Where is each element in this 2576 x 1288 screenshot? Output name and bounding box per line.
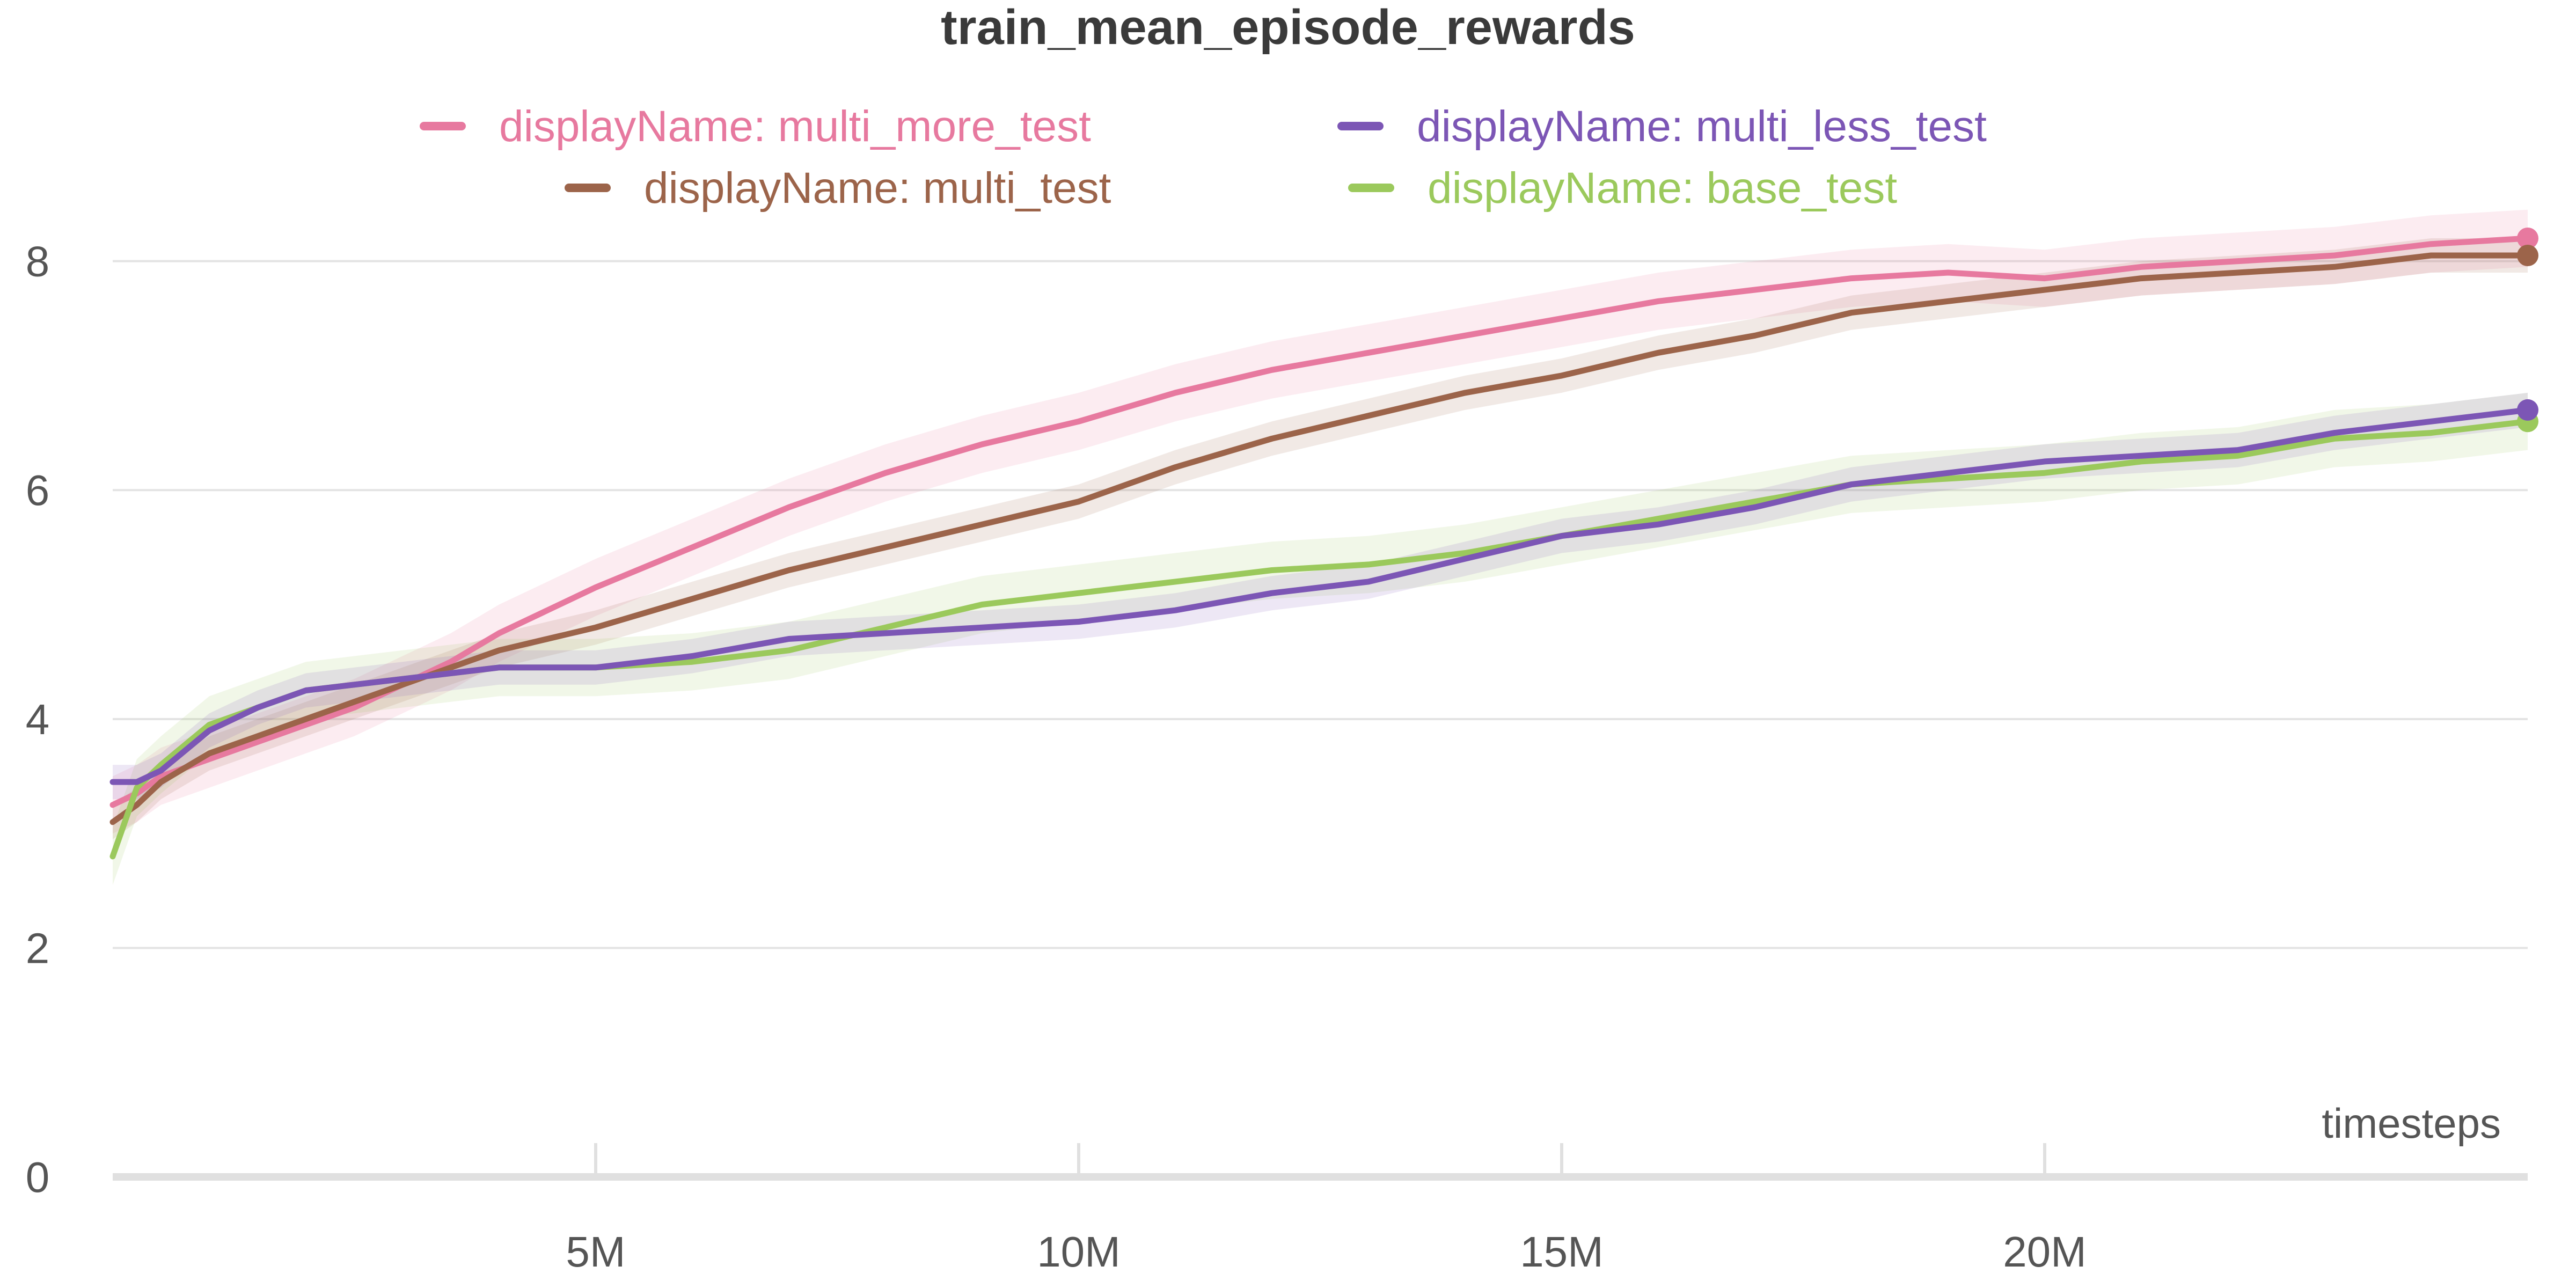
- y-axis: 0 2 4 6 8: [26, 238, 50, 1201]
- series-endpoint: [2517, 227, 2538, 249]
- legend-label: displayName: base_test: [1428, 164, 1897, 213]
- series-line: [109, 252, 2531, 825]
- legend: displayName: multi_more_test displayName:…: [420, 102, 1987, 213]
- legend-label: displayName: multi_test: [644, 164, 1111, 213]
- series-endpoints: [2517, 227, 2538, 433]
- series-endpoint: [2517, 244, 2538, 266]
- x-axis: 5M 10M 15M 20M: [113, 1143, 2528, 1276]
- legend-item[interactable]: displayName: base_test: [1348, 164, 1897, 213]
- x-tick-label: 10M: [1037, 1228, 1121, 1276]
- x-tick-label: 5M: [566, 1228, 625, 1276]
- x-tick-label: 20M: [2003, 1228, 2087, 1276]
- series-band: [113, 209, 2528, 834]
- y-tick-label: 4: [26, 696, 50, 743]
- x-axis-label: timesteps: [2322, 1100, 2501, 1147]
- series-line: [109, 235, 2531, 808]
- y-tick-label: 6: [26, 466, 50, 514]
- y-tick-label: 8: [26, 238, 50, 286]
- series-band: [113, 392, 2528, 800]
- legend-item[interactable]: displayName: multi_less_test: [1337, 102, 1987, 151]
- grid: [113, 260, 2528, 949]
- y-tick-label: 0: [26, 1153, 50, 1201]
- y-tick-label: 2: [26, 924, 50, 972]
- legend-item[interactable]: displayName: multi_test: [565, 164, 1111, 213]
- confidence-bands: [113, 209, 2528, 885]
- x-tick-label: 15M: [1520, 1228, 1604, 1276]
- legend-item[interactable]: displayName: multi_more_test: [420, 102, 1091, 151]
- legend-label: displayName: multi_more_test: [499, 102, 1091, 151]
- chart-title: train_mean_episode_rewards: [941, 0, 1635, 55]
- series-endpoint: [2517, 399, 2538, 421]
- legend-label: displayName: multi_less_test: [1417, 102, 1987, 151]
- series-line: [109, 407, 2531, 785]
- series-lines: [109, 235, 2531, 860]
